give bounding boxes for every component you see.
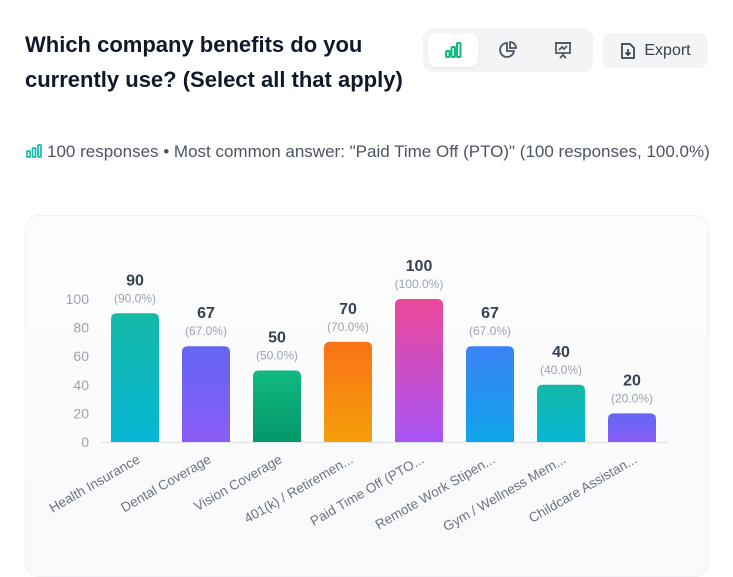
bar-percent-label: (20.0%) [611,391,653,405]
bar-chart-icon [445,42,462,58]
bar-value-label: 67 [197,305,215,322]
category-label: Remote Work Stipen... [373,452,498,533]
bar-percent-label: (67.0%) [469,324,511,338]
pie-chart-icon [499,41,517,58]
bar-percent-label: (70.0%) [327,320,369,334]
bar-value-label: 67 [481,305,499,322]
bar-percent-label: (100.0%) [395,277,444,291]
response-summary: 100 responses • Most common answer: "Pai… [25,140,715,163]
bar[interactable] [324,341,372,442]
bar-percent-label: (50.0%) [256,349,298,363]
bar[interactable] [253,370,301,443]
bar-value-label: 20 [623,372,641,389]
question-title: Which company benefits do you currently … [25,32,403,92]
bar[interactable] [466,346,514,442]
bar-percent-label: (90.0%) [114,291,156,305]
file-download-icon [621,42,636,59]
category-label: Paid Time Off (PTO... [308,452,427,529]
presentation-chart-icon [555,42,571,59]
bar-value-label: 70 [339,301,357,318]
pie-chart-view-button[interactable] [483,33,533,67]
bar-value-label: 100 [406,258,433,275]
bar-percent-label: (40.0%) [540,363,582,377]
bar-value-label: 90 [126,272,144,289]
bar-value-label: 50 [268,330,286,347]
bar[interactable] [182,346,230,442]
chart-card: 0 20 40 60 80 100 90 (90.0%) Health Insurance 67(… [25,215,709,577]
bar-chart-view-button[interactable] [428,33,478,67]
summary-text: 100 responses • Most common answer: "Pai… [47,142,710,161]
export-button[interactable]: Export [603,33,708,68]
y-tick-label: 100 [66,291,90,307]
bar-value-label: 40 [552,344,570,361]
presentation-view-button[interactable] [538,33,588,67]
y-tick-label: 0 [81,434,89,450]
bar[interactable] [395,299,443,442]
bar-percent-label: (67.0%) [185,324,227,338]
bar[interactable] [608,413,656,442]
y-tick-label: 40 [73,377,89,393]
y-tick-label: 60 [73,348,89,364]
bar[interactable] [111,313,159,442]
bar-chart-icon [26,144,42,158]
export-label: Export [644,41,691,59]
y-tick-label: 20 [73,405,89,421]
category-label: Gym / Wellness Mem... [440,452,568,535]
bar[interactable] [537,384,585,442]
chart-type-toggle [423,28,593,72]
y-tick-label: 80 [73,320,89,336]
